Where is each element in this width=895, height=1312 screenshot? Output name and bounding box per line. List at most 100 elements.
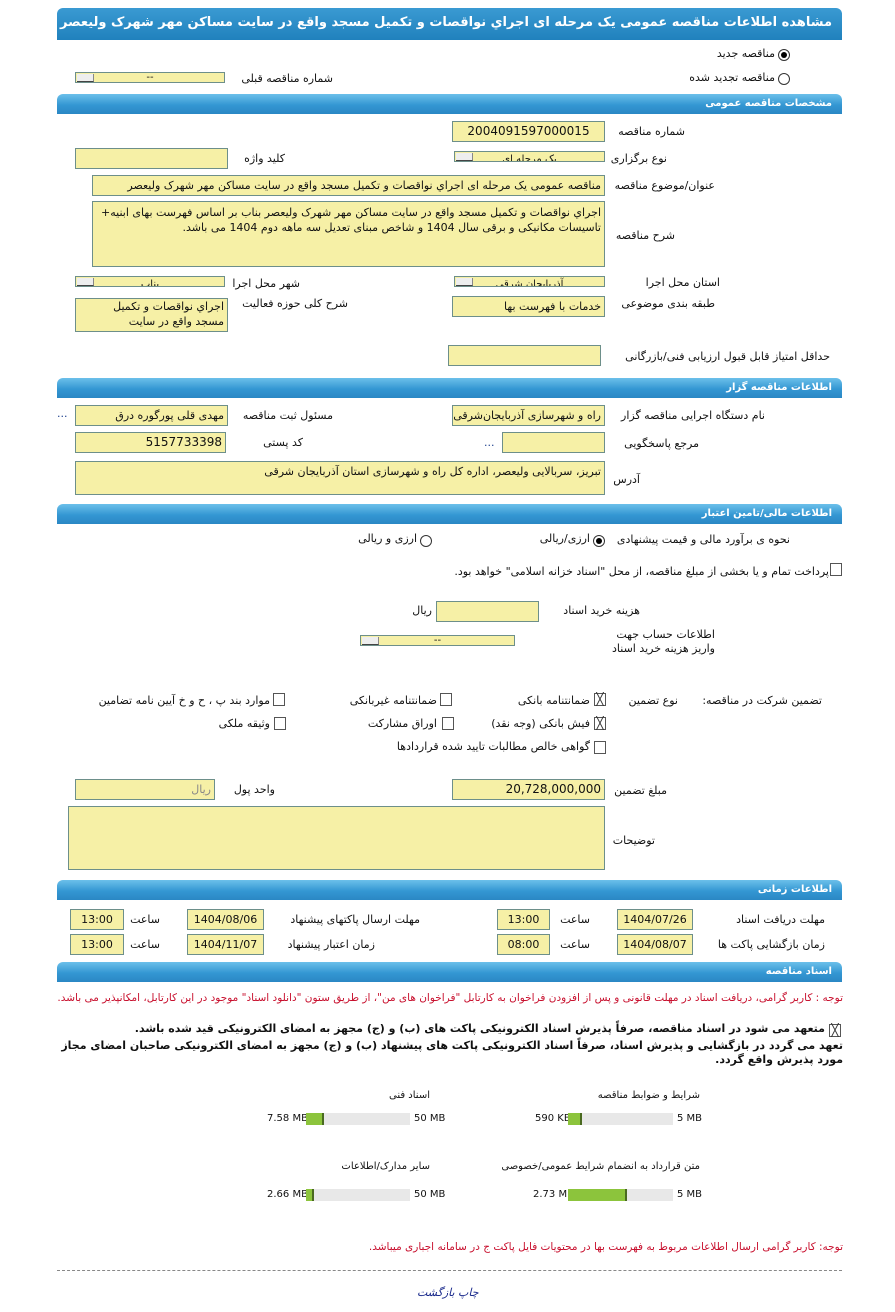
- page-title: مشاهده اطلاعات مناقصه عمومی یک مرحله ای …: [57, 8, 842, 40]
- doc-deadline-label: مهلت دریافت اسناد: [736, 913, 825, 926]
- guarantee-checkbox-cash[interactable]: ╳: [594, 717, 606, 730]
- postal-field[interactable]: 5157733398: [75, 432, 226, 453]
- file-label: سایر مدارک/اطلاعات: [341, 1161, 430, 1172]
- category-field[interactable]: خدمات با فهرست بها: [452, 296, 605, 317]
- opening-time[interactable]: 08:00: [497, 934, 550, 955]
- notes-label: توضیحات: [612, 834, 655, 847]
- validity-date[interactable]: 1404/11/07: [187, 934, 264, 955]
- subject-field[interactable]: مناقصه عمومی یک مرحله ای اجراي نواقصات و…: [92, 175, 605, 196]
- treasury-checkbox[interactable]: [830, 563, 842, 576]
- documents-note: توجه : کاربر گرامی، دریافت اسناد در مهلت…: [57, 992, 843, 1004]
- file-max: 5 MB: [677, 1189, 703, 1200]
- reference-more-link[interactable]: ...: [484, 436, 495, 449]
- responsible-label: مسئول ثبت مناقصه: [242, 409, 333, 422]
- treasury-text: پرداخت تمام و یا بخشی از مبلغ مناقصه، از…: [454, 565, 829, 578]
- section-organizer: اطلاعات مناقصه گزار: [57, 378, 842, 398]
- section-finance: اطلاعات مالی/تامین اعتبار: [57, 504, 842, 524]
- category-label: طبقه بندی موضوعی: [621, 297, 715, 310]
- back-link[interactable]: بازگشت: [417, 1286, 455, 1299]
- file-label: متن قرارداد به انضمام شرایط عمومی/خصوصی: [501, 1161, 700, 1172]
- description-field[interactable]: اجراي نواقصات و تكميل مسجد واقع در سايت …: [92, 201, 605, 267]
- submit-time[interactable]: 13:00: [70, 909, 124, 930]
- tender-number-label: شماره مناقصه: [618, 125, 685, 138]
- file-progress: [306, 1113, 410, 1125]
- type-select[interactable]: یک مرحله ای: [454, 151, 605, 162]
- radio-new-tender[interactable]: [778, 49, 790, 61]
- file-size: 2.73 MB: [533, 1189, 574, 1200]
- unit-field[interactable]: ریال: [75, 779, 215, 800]
- reference-label: مرجع پاسخگویی: [624, 437, 699, 450]
- footer-note: توجه: کاربر گرامی ارسال اطلاعات مربوط به…: [368, 1241, 843, 1253]
- divider: [57, 1270, 842, 1271]
- guarantee-cash-label: فیش بانکی (وجه نقد): [491, 717, 590, 730]
- opening-date[interactable]: 1404/08/07: [617, 934, 693, 955]
- file-max: 50 MB: [414, 1113, 446, 1124]
- keyword-field[interactable]: [75, 148, 228, 169]
- doc-cost-field[interactable]: [436, 601, 539, 622]
- guarantee-checkbox-regulation[interactable]: [273, 693, 285, 706]
- guarantee-type-label: نوع تضمین: [628, 694, 678, 707]
- guarantee-checkbox-nonbank[interactable]: [440, 693, 452, 706]
- file-max: 50 MB: [414, 1189, 446, 1200]
- opening-label: زمان بازگشایی پاکت ها: [717, 938, 825, 951]
- org-field[interactable]: راه و شهرسازی آذربایجان‌شرقی: [452, 405, 605, 426]
- city-select[interactable]: بناب: [75, 276, 225, 287]
- keyword-label: کلید واژه: [244, 152, 285, 165]
- tender-number-field[interactable]: 2004091597000015: [452, 121, 605, 142]
- city-value: بناب: [140, 279, 160, 287]
- responsible-field[interactable]: مهدی قلی پورگوره درق: [75, 405, 228, 426]
- doc-deadline-time[interactable]: 13:00: [497, 909, 550, 930]
- guarantee-nonbank-label: ضمانتنامه غیربانکی: [349, 694, 437, 707]
- notes-field[interactable]: [68, 806, 605, 870]
- city-label: شهر محل اجرا: [232, 277, 300, 290]
- label-new-tender: مناقصه جدید: [716, 47, 775, 60]
- guarantee-checkbox-claims[interactable]: [594, 741, 606, 754]
- file-progress-fill: [568, 1189, 628, 1201]
- print-link[interactable]: چاپ: [458, 1286, 479, 1299]
- estimate-opt1-label: ارزی/ریالی: [539, 532, 590, 545]
- radio-estimate-opt2[interactable]: [420, 535, 432, 547]
- file-progress-fill: [568, 1113, 583, 1125]
- validity-time[interactable]: 13:00: [70, 934, 124, 955]
- subject-label: عنوان/موضوع مناقصه: [614, 179, 715, 192]
- responsible-more-link[interactable]: ...: [57, 407, 68, 420]
- file-label: اسناد فنی: [389, 1090, 430, 1101]
- activity-listbox[interactable]: اجراي نواقصات و تكميل مسجد واقع در سايت: [75, 298, 228, 332]
- amount-field[interactable]: 20,728,000,000: [452, 779, 605, 800]
- doc-deadline-date[interactable]: 1404/07/26: [617, 909, 693, 930]
- submit-label: مهلت ارسال پاکتهای پیشنهاد: [290, 913, 420, 926]
- province-label: استان محل اجرا: [645, 276, 720, 289]
- previous-tender-label: شماره مناقصه قبلی: [241, 72, 333, 85]
- address-label: آدرس: [613, 473, 640, 486]
- account-select[interactable]: --: [360, 635, 515, 646]
- guarantee-checkbox-bonds[interactable]: [442, 717, 454, 730]
- commit-text-1: متعهد می شود در اسناد مناقصه، صرفاً پذیر…: [134, 1022, 825, 1035]
- estimate-opt2-label: ارزی و ریالی: [358, 532, 417, 545]
- amount-label: مبلغ تضمین: [614, 784, 667, 797]
- radio-renewed-tender[interactable]: [778, 73, 790, 85]
- section-general: مشخصات مناقصه عمومی: [57, 94, 842, 114]
- province-select[interactable]: آذربایجان شرقی: [454, 276, 605, 287]
- guarantee-claims-label: گواهی خالص مطالبات تایید شده قراردادها: [396, 740, 590, 753]
- file-size: 2.66 MB: [267, 1189, 308, 1200]
- min-score-field[interactable]: [448, 345, 601, 366]
- file-progress: [306, 1189, 410, 1201]
- guarantee-label: تضمین شرکت در مناقصه:: [702, 694, 822, 707]
- reference-field[interactable]: [502, 432, 605, 453]
- type-value: یک مرحله ای: [502, 154, 557, 162]
- org-label: نام دستگاه اجرایی مناقصه گزار: [621, 409, 765, 422]
- label-renewed-tender: مناقصه تجدید شده: [689, 71, 775, 84]
- postal-label: کد پستی: [263, 436, 303, 449]
- type-label: نوع برگزاری: [610, 152, 667, 165]
- previous-tender-select[interactable]: --: [75, 72, 225, 83]
- file-size: 590 KB: [535, 1113, 571, 1124]
- submit-date[interactable]: 1404/08/06: [187, 909, 264, 930]
- address-field[interactable]: تبریز، سربالایی ولیعصر، اداره کل راه و ش…: [75, 461, 605, 495]
- section-timing: اطلاعات زمانی: [57, 880, 842, 900]
- guarantee-checkbox-bank[interactable]: ╳: [594, 693, 606, 706]
- file-size: 7.58 MB: [267, 1113, 308, 1124]
- guarantee-checkbox-property[interactable]: [274, 717, 286, 730]
- guarantee-bank-label: ضمانتنامه بانکی: [517, 694, 590, 707]
- radio-estimate-opt1[interactable]: [593, 535, 605, 547]
- file-label: شرایط و ضوابط مناقصه: [597, 1090, 700, 1101]
